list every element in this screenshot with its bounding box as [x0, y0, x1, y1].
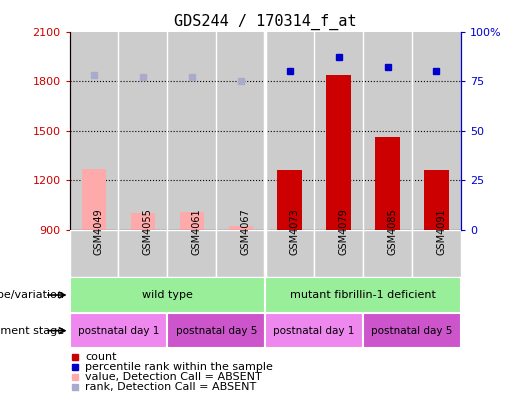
Text: postnatal day 5: postnatal day 5: [371, 326, 453, 336]
Bar: [229, 227, 253, 230]
Bar: [118, 230, 167, 277]
Bar: [278, 170, 302, 230]
Bar: [314, 32, 363, 230]
Text: mutant fibrillin-1 deficient: mutant fibrillin-1 deficient: [290, 290, 436, 300]
Bar: [70, 230, 118, 277]
Bar: [363, 32, 412, 230]
Text: postnatal day 1: postnatal day 1: [273, 326, 355, 336]
Bar: [412, 32, 461, 230]
Bar: [265, 230, 314, 277]
Text: GSM4073: GSM4073: [289, 209, 300, 255]
Text: percentile rank within the sample: percentile rank within the sample: [85, 362, 273, 372]
Bar: [118, 32, 167, 230]
Bar: [424, 170, 449, 230]
Bar: [167, 230, 216, 277]
Text: rank, Detection Call = ABSENT: rank, Detection Call = ABSENT: [85, 382, 256, 392]
Text: GSM4079: GSM4079: [339, 209, 349, 255]
Title: GDS244 / 170314_f_at: GDS244 / 170314_f_at: [174, 14, 356, 30]
Text: postnatal day 5: postnatal day 5: [176, 326, 257, 336]
Bar: [216, 32, 265, 230]
Bar: [265, 277, 461, 313]
Text: GSM4085: GSM4085: [387, 209, 398, 255]
Text: GSM4061: GSM4061: [192, 209, 202, 255]
Bar: [167, 32, 216, 230]
Bar: [167, 313, 265, 348]
Text: GSM4067: GSM4067: [241, 209, 251, 255]
Bar: [314, 230, 363, 277]
Bar: [375, 137, 400, 230]
Text: count: count: [85, 352, 117, 362]
Bar: [131, 213, 155, 230]
Bar: [327, 74, 351, 230]
Bar: [70, 32, 118, 230]
Bar: [216, 230, 265, 277]
Bar: [363, 230, 412, 277]
Bar: [70, 277, 265, 313]
Bar: [363, 313, 461, 348]
Bar: [265, 313, 363, 348]
Text: development stage: development stage: [0, 326, 64, 336]
Bar: [412, 230, 461, 277]
Text: GSM4091: GSM4091: [436, 209, 447, 255]
Text: value, Detection Call = ABSENT: value, Detection Call = ABSENT: [85, 372, 262, 382]
Text: GSM4049: GSM4049: [94, 209, 104, 255]
Bar: [265, 32, 314, 230]
Bar: [82, 169, 106, 230]
Text: postnatal day 1: postnatal day 1: [78, 326, 159, 336]
Bar: [180, 211, 204, 230]
Text: genotype/variation: genotype/variation: [0, 290, 64, 300]
Bar: [70, 313, 167, 348]
Text: wild type: wild type: [142, 290, 193, 300]
Text: GSM4055: GSM4055: [143, 209, 153, 255]
